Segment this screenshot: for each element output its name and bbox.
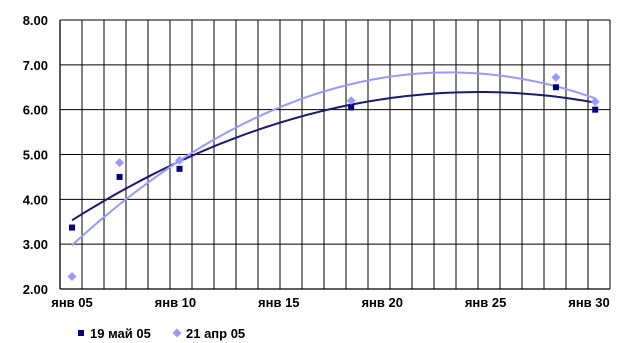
data-point-series-0 <box>552 84 559 91</box>
data-point-series-0 <box>348 104 355 111</box>
data-point-series-0 <box>176 165 183 172</box>
legend-label: 21 апр 05 <box>186 326 245 341</box>
data-point-series-1 <box>590 97 600 107</box>
x-tick-label: янв 30 <box>568 295 610 310</box>
y-tick-label: 3.00 <box>23 237 48 252</box>
y-tick-label: 4.00 <box>23 192 48 207</box>
legend-marker-series-1 <box>172 328 182 338</box>
data-point-series-1 <box>551 72 561 82</box>
legend: 19 май 05 21 апр 05 <box>78 326 245 341</box>
x-tick-labels: янв 05 янв 10 янв 15 янв 20 янв 25 янв 30 <box>51 295 610 310</box>
data-point-series-1 <box>67 271 77 281</box>
data-point-series-1 <box>346 96 356 106</box>
x-tick-label: янв 25 <box>465 295 507 310</box>
data-point-series-0 <box>592 106 599 113</box>
gridlines <box>59 19 611 290</box>
trendline-series-0 <box>71 91 596 222</box>
trendlines <box>71 71 596 246</box>
y-tick-label: 2.00 <box>23 282 48 297</box>
data-point-series-0 <box>116 173 123 180</box>
trendline-series-1 <box>71 71 596 246</box>
legend-marker-series-0 <box>78 330 84 336</box>
x-tick-label: янв 20 <box>361 295 403 310</box>
data-point-series-0 <box>69 224 75 231</box>
axes <box>59 20 610 290</box>
y-tick-label: 7.00 <box>23 58 48 73</box>
data-point-series-1 <box>175 155 185 165</box>
x-tick-label: янв 10 <box>155 295 197 310</box>
y-tick-label: 6.00 <box>23 103 48 118</box>
y-tick-labels: 2.00 3.00 4.00 5.00 6.00 7.00 8.00 <box>23 13 48 297</box>
x-tick-label: янв 05 <box>51 295 93 310</box>
legend-label: 19 май 05 <box>90 326 151 341</box>
x-tick-label: янв 15 <box>258 295 300 310</box>
y-tick-label: 5.00 <box>23 148 48 163</box>
y-tick-label: 8.00 <box>23 13 48 28</box>
data-point-series-1 <box>115 158 125 168</box>
legend-item: 21 апр 05 <box>172 326 245 341</box>
data-points <box>67 72 600 281</box>
legend-item: 19 май 05 <box>78 326 151 341</box>
